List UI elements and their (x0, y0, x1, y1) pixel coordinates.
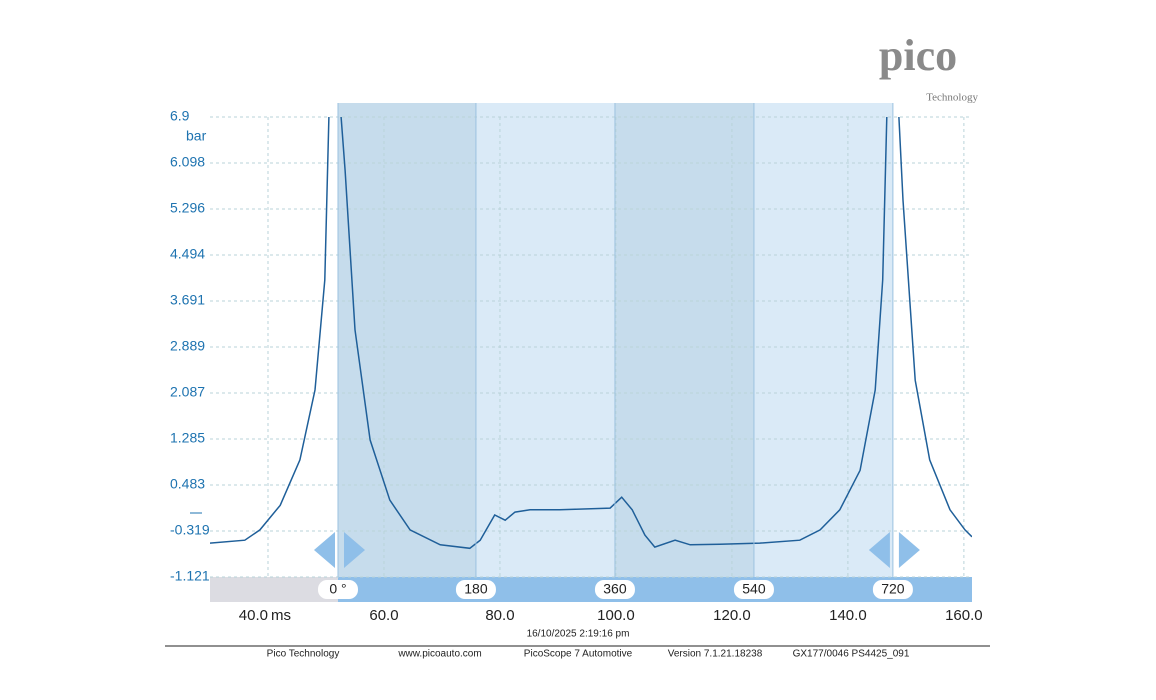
y-tick-label: 3.691 (170, 292, 205, 308)
ruler-label: 360 (603, 581, 627, 597)
ruler-label: 720 (881, 581, 905, 597)
logo-name: pico (879, 31, 957, 80)
footer-item: GX177/0046 PS4425_091 (793, 649, 910, 660)
footer-item: www.picoauto.com (397, 649, 481, 660)
x-tick-label: 140.0 (829, 607, 867, 624)
footer-item: Version 7.1.21.18238 (668, 649, 763, 660)
x-tick-label: 100.0 (597, 607, 635, 624)
y-tick-label: 4.494 (170, 246, 205, 262)
x-tick-label: 40.0 (239, 607, 268, 624)
footer-item: PicoScope 7 Automotive (524, 649, 633, 660)
ruler-arrow-right[interactable] (343, 532, 365, 568)
trace (210, 116, 972, 550)
timestamp: 16/10/2025 2:19:16 pm (527, 629, 630, 640)
cycle-band (475, 103, 615, 577)
x-tick-label: 160.0 (945, 607, 983, 624)
logo-subtitle: Technology (926, 92, 978, 104)
cycle-band (753, 103, 893, 577)
x-tick-label: 120.0 (713, 607, 751, 624)
x-tick-label: 80.0 (485, 607, 514, 624)
y-tick-label: 0.483 (170, 476, 205, 492)
y-tick-label: 5.296 (170, 200, 205, 216)
ruler-label: 540 (742, 581, 766, 597)
ruler-arrow-left[interactable] (313, 532, 335, 568)
x-tick-label: 60.0 (369, 607, 398, 624)
x-unit: ms (271, 607, 291, 624)
ruler-arrow-left[interactable] (868, 532, 890, 568)
y-tick-label: 6.9 (170, 108, 190, 124)
ruler-label-box (455, 580, 496, 599)
ruler-arrow-right[interactable] (898, 532, 920, 568)
y-tick-label: 1.285 (170, 430, 205, 446)
y-unit: bar (186, 128, 207, 144)
y-tick-label: 2.889 (170, 338, 205, 354)
ruler-bar-active (337, 577, 972, 602)
y-tick-label: -0.319 (170, 522, 210, 538)
footer-item: Pico Technology (267, 649, 340, 660)
ruler-label: 180 (464, 581, 488, 597)
cycle-band (337, 103, 476, 577)
cycle-band (614, 103, 754, 577)
y-tick-label: -1.121 (170, 568, 210, 584)
ruler-label-box (733, 580, 774, 599)
ruler-label-box (594, 580, 635, 599)
ruler-label-box (872, 580, 913, 599)
ruler-label-box (317, 580, 358, 599)
y-tick-label: 6.098 (170, 154, 205, 170)
logo: pico Technology (879, 31, 979, 103)
ruler-label: 0 ° (329, 581, 346, 597)
y-tick-label: 2.087 (170, 384, 205, 400)
